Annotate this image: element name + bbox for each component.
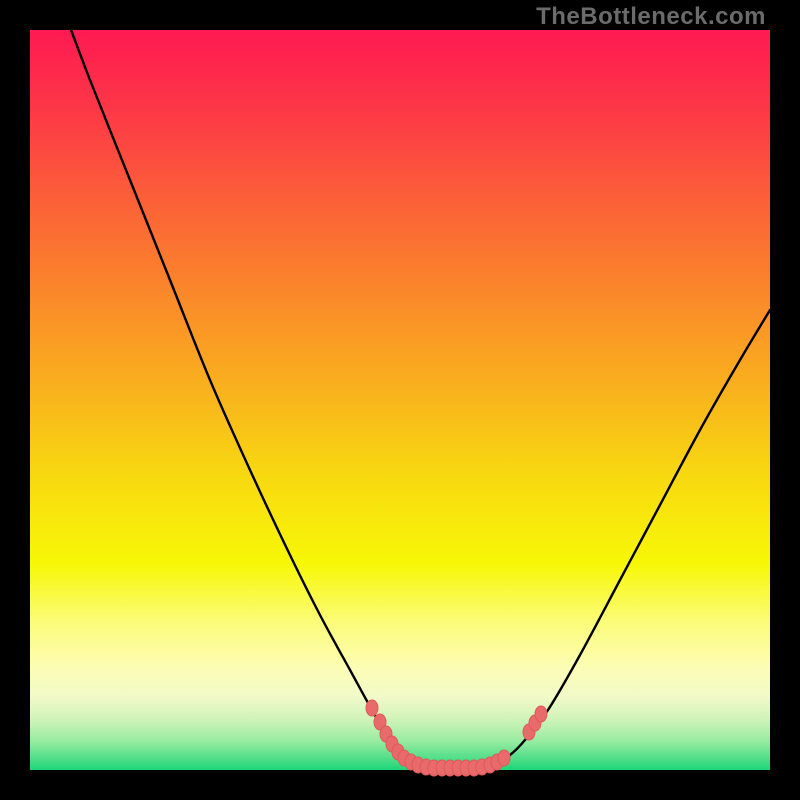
chart-frame: TheBottleneck.com bbox=[0, 0, 800, 800]
watermark-text: TheBottleneck.com bbox=[536, 3, 766, 31]
chart-background-gradient bbox=[30, 30, 770, 770]
